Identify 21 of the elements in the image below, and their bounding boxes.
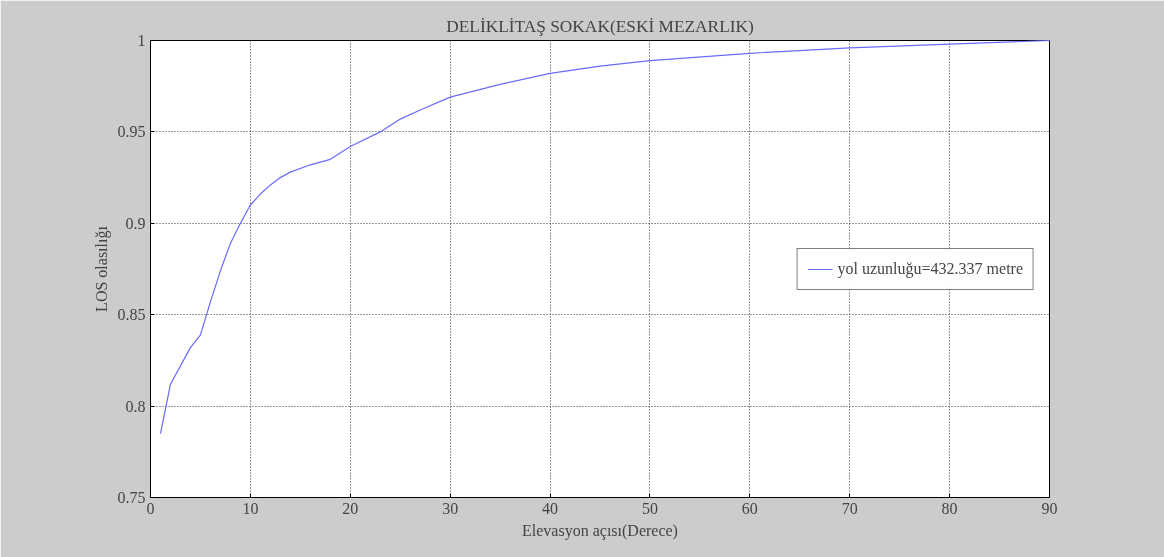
- x-tick-label: 0: [146, 499, 155, 517]
- x-axis-title: Elevasyon açısı(Derece): [522, 521, 678, 540]
- y-axis-title: LOS olasılığı: [92, 225, 111, 312]
- line-series: [159, 39, 1051, 435]
- x-tick-label: 20: [342, 499, 359, 517]
- x-tick-label: 10: [242, 499, 259, 517]
- x-tick-label: 60: [741, 499, 758, 517]
- y-tick-label: 0.85: [117, 306, 146, 324]
- x-tick-label: 40: [542, 499, 559, 517]
- y-tick-label: 0.9: [125, 214, 146, 232]
- x-tick-label: 30: [442, 499, 459, 517]
- x-tick-label: 80: [941, 499, 958, 517]
- legend-label: yol uzunluğu=432.337 metre: [837, 259, 1023, 278]
- y-tick-label: 0.75: [117, 489, 146, 506]
- y-tick-label: 1: [137, 32, 146, 49]
- x-tick-label: 50: [641, 499, 658, 517]
- y-tick-label: 0.8: [125, 397, 146, 415]
- y-tick-label: 0.95: [117, 123, 146, 141]
- x-tick-label: 70: [841, 499, 858, 517]
- x-tick-label: 90: [1041, 499, 1058, 517]
- chart-title: DELİKLİTAŞ SOKAK(ESKİ MEZARLIK): [446, 16, 755, 36]
